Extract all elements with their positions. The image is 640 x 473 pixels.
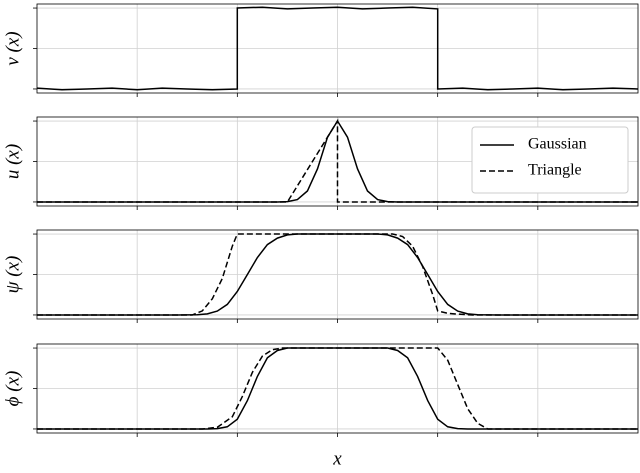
- line-series: [37, 347, 638, 430]
- line-series: [37, 233, 638, 316]
- panel: v (x): [2, 3, 639, 97]
- plot-frame: [36, 3, 639, 94]
- y-axis-label: v (x): [2, 31, 23, 65]
- legend-label: Triangle: [528, 162, 582, 179]
- legend-label: Gaussian: [528, 136, 587, 153]
- plot-frame: [36, 229, 639, 320]
- y-axis-label: u (x): [2, 144, 23, 179]
- panel: ψ (x): [2, 229, 639, 323]
- plot-frame: [36, 116, 639, 207]
- line-series: [37, 118, 638, 203]
- y-axis-label: ϕ (x): [2, 371, 23, 407]
- x-axis-label: x: [332, 448, 342, 469]
- line-series: [36, 6, 639, 91]
- plot-frame: [36, 343, 639, 434]
- legend-box: [471, 126, 629, 194]
- y-axis-label: ψ (x): [2, 256, 23, 294]
- panel: u (x) Gaussian Triangle: [2, 116, 639, 210]
- panel: ϕ (x) x: [2, 343, 639, 469]
